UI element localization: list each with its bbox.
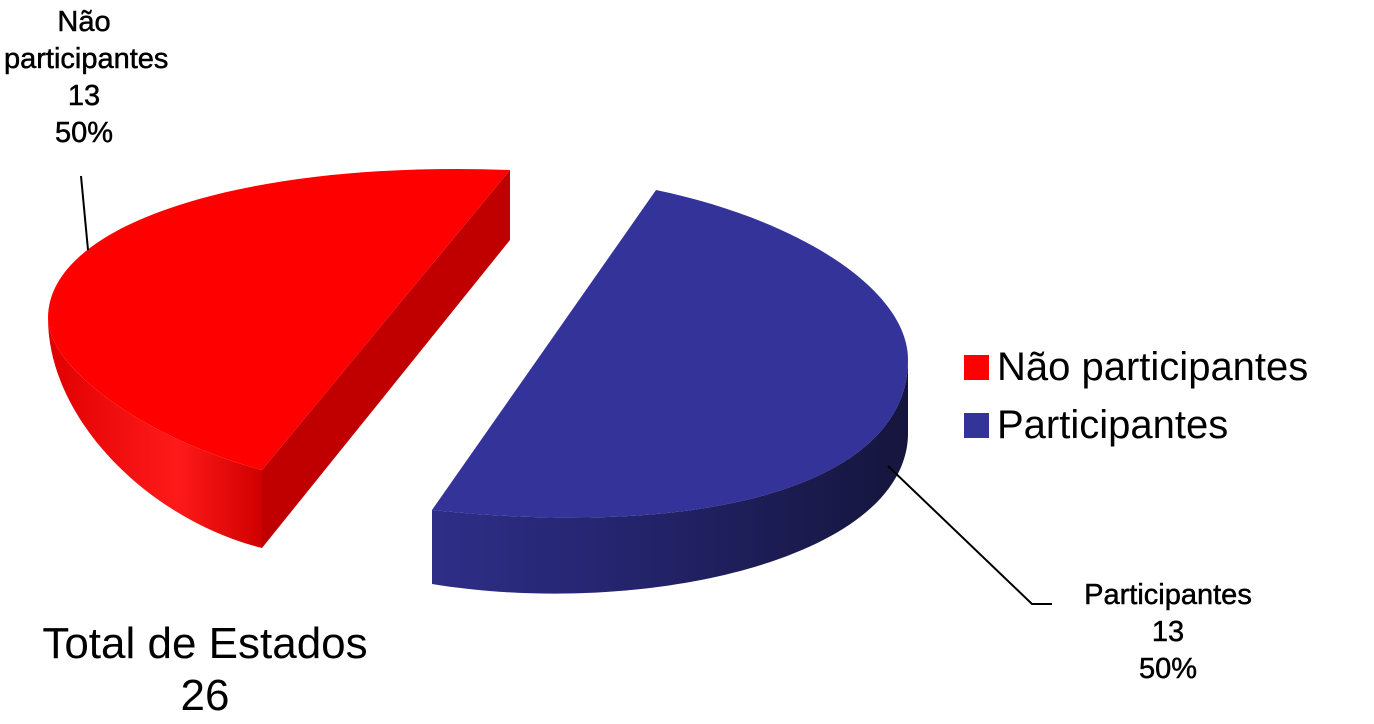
- data-label-nao-participantes-value: 13: [67, 80, 101, 113]
- slice-participantes-side: [432, 360, 908, 594]
- legend-label-participantes: Participantes: [997, 403, 1229, 447]
- data-label-participantes-line-1: Participantes: [1084, 579, 1252, 612]
- legend-swatch-nao-participantes: [964, 354, 989, 380]
- slice-participantes: [432, 190, 908, 594]
- data-label-nao-participantes: Não participantes 13 50%: [4, 4, 169, 152]
- data-label-participantes-percent: 50%: [1138, 653, 1198, 686]
- legend-swatch-participantes: [964, 412, 989, 438]
- slice-participantes-top: [432, 190, 908, 518]
- total-caption: Total de Estados 26: [0, 618, 410, 722]
- total-label: Total de Estados: [42, 619, 368, 668]
- legend-item-participantes: Participantes: [964, 396, 1308, 454]
- legend-label-nao-participantes: Não participantes: [997, 345, 1309, 389]
- legend: Não participantes Participantes: [964, 338, 1308, 454]
- data-label-nao-participantes-line-2: participantes: [4, 43, 169, 76]
- data-label-participantes: Participantes 13 50%: [1050, 577, 1286, 688]
- data-label-nao-participantes-line-1: Não: [57, 6, 111, 39]
- leader-line-nao-participantes: [80, 175, 89, 251]
- leader-line-participantes: [887, 465, 1052, 605]
- slice-nao-participantes-cut-face: [262, 170, 510, 548]
- data-label-nao-participantes-percent: 50%: [54, 117, 114, 150]
- legend-item-nao-participantes: Não participantes: [964, 338, 1308, 396]
- slice-nao-participantes: [48, 168, 510, 548]
- data-label-participantes-value: 13: [1151, 616, 1185, 649]
- total-value: 26: [180, 671, 230, 720]
- slice-nao-participantes-top: [48, 168, 510, 470]
- slice-nao-participantes-side: [48, 318, 262, 548]
